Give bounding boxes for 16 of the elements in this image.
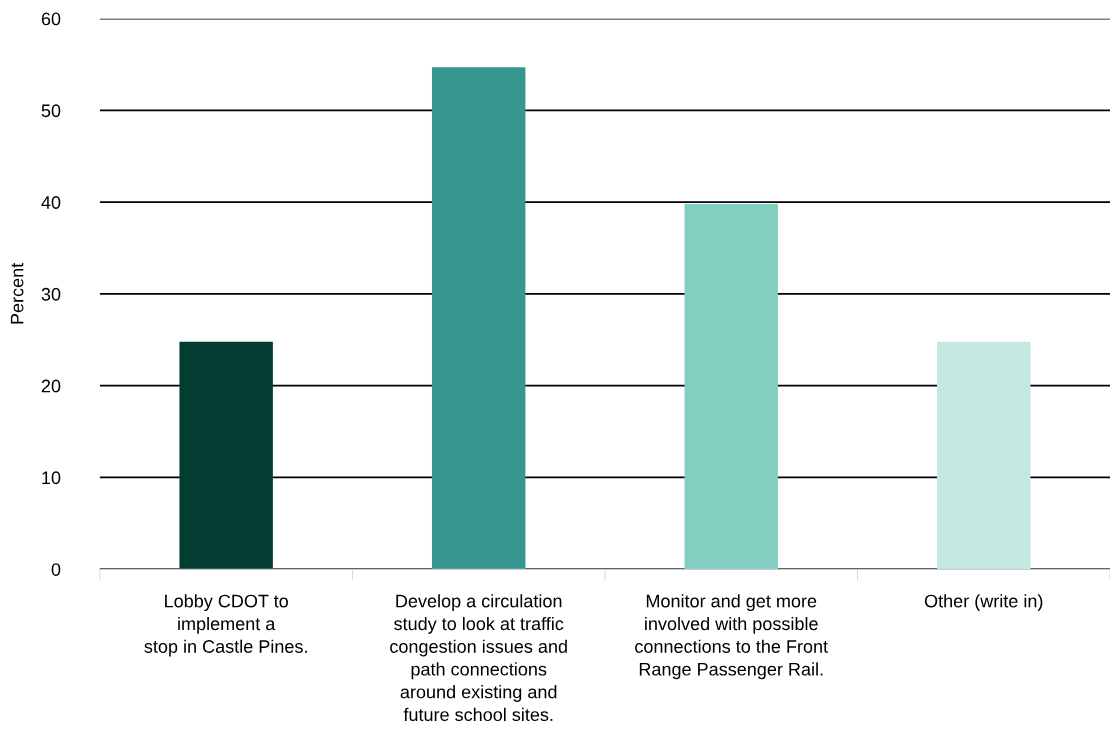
bar <box>179 341 273 570</box>
y-tick-label: 60 <box>41 12 61 26</box>
y-tick-label: 50 <box>41 104 61 118</box>
x-tick-label: Monitor and get more involved with possible connections to the Front Range Passenger Rail. <box>635 594 828 680</box>
bar <box>431 67 526 570</box>
y-tick-label: 10 <box>42 471 61 485</box>
x-tick-label: Develop a circulation study to look at traffic congestion issues and path connections around existing and future school sites. <box>390 594 567 722</box>
y-tick-label: 40 <box>41 196 61 209</box>
bar <box>937 341 1031 570</box>
x-tick-label: Lobby CDOT to implement a stop in Castle Pines. <box>144 594 307 657</box>
x-tick-label: Other (write in) <box>924 594 1043 612</box>
y-tick-label: 0 <box>51 563 61 576</box>
y-tick-label: 30 <box>41 287 61 301</box>
y-tick-label: 20 <box>41 379 61 393</box>
bar <box>684 204 778 570</box>
y-axis-title: Percent <box>10 262 24 324</box>
